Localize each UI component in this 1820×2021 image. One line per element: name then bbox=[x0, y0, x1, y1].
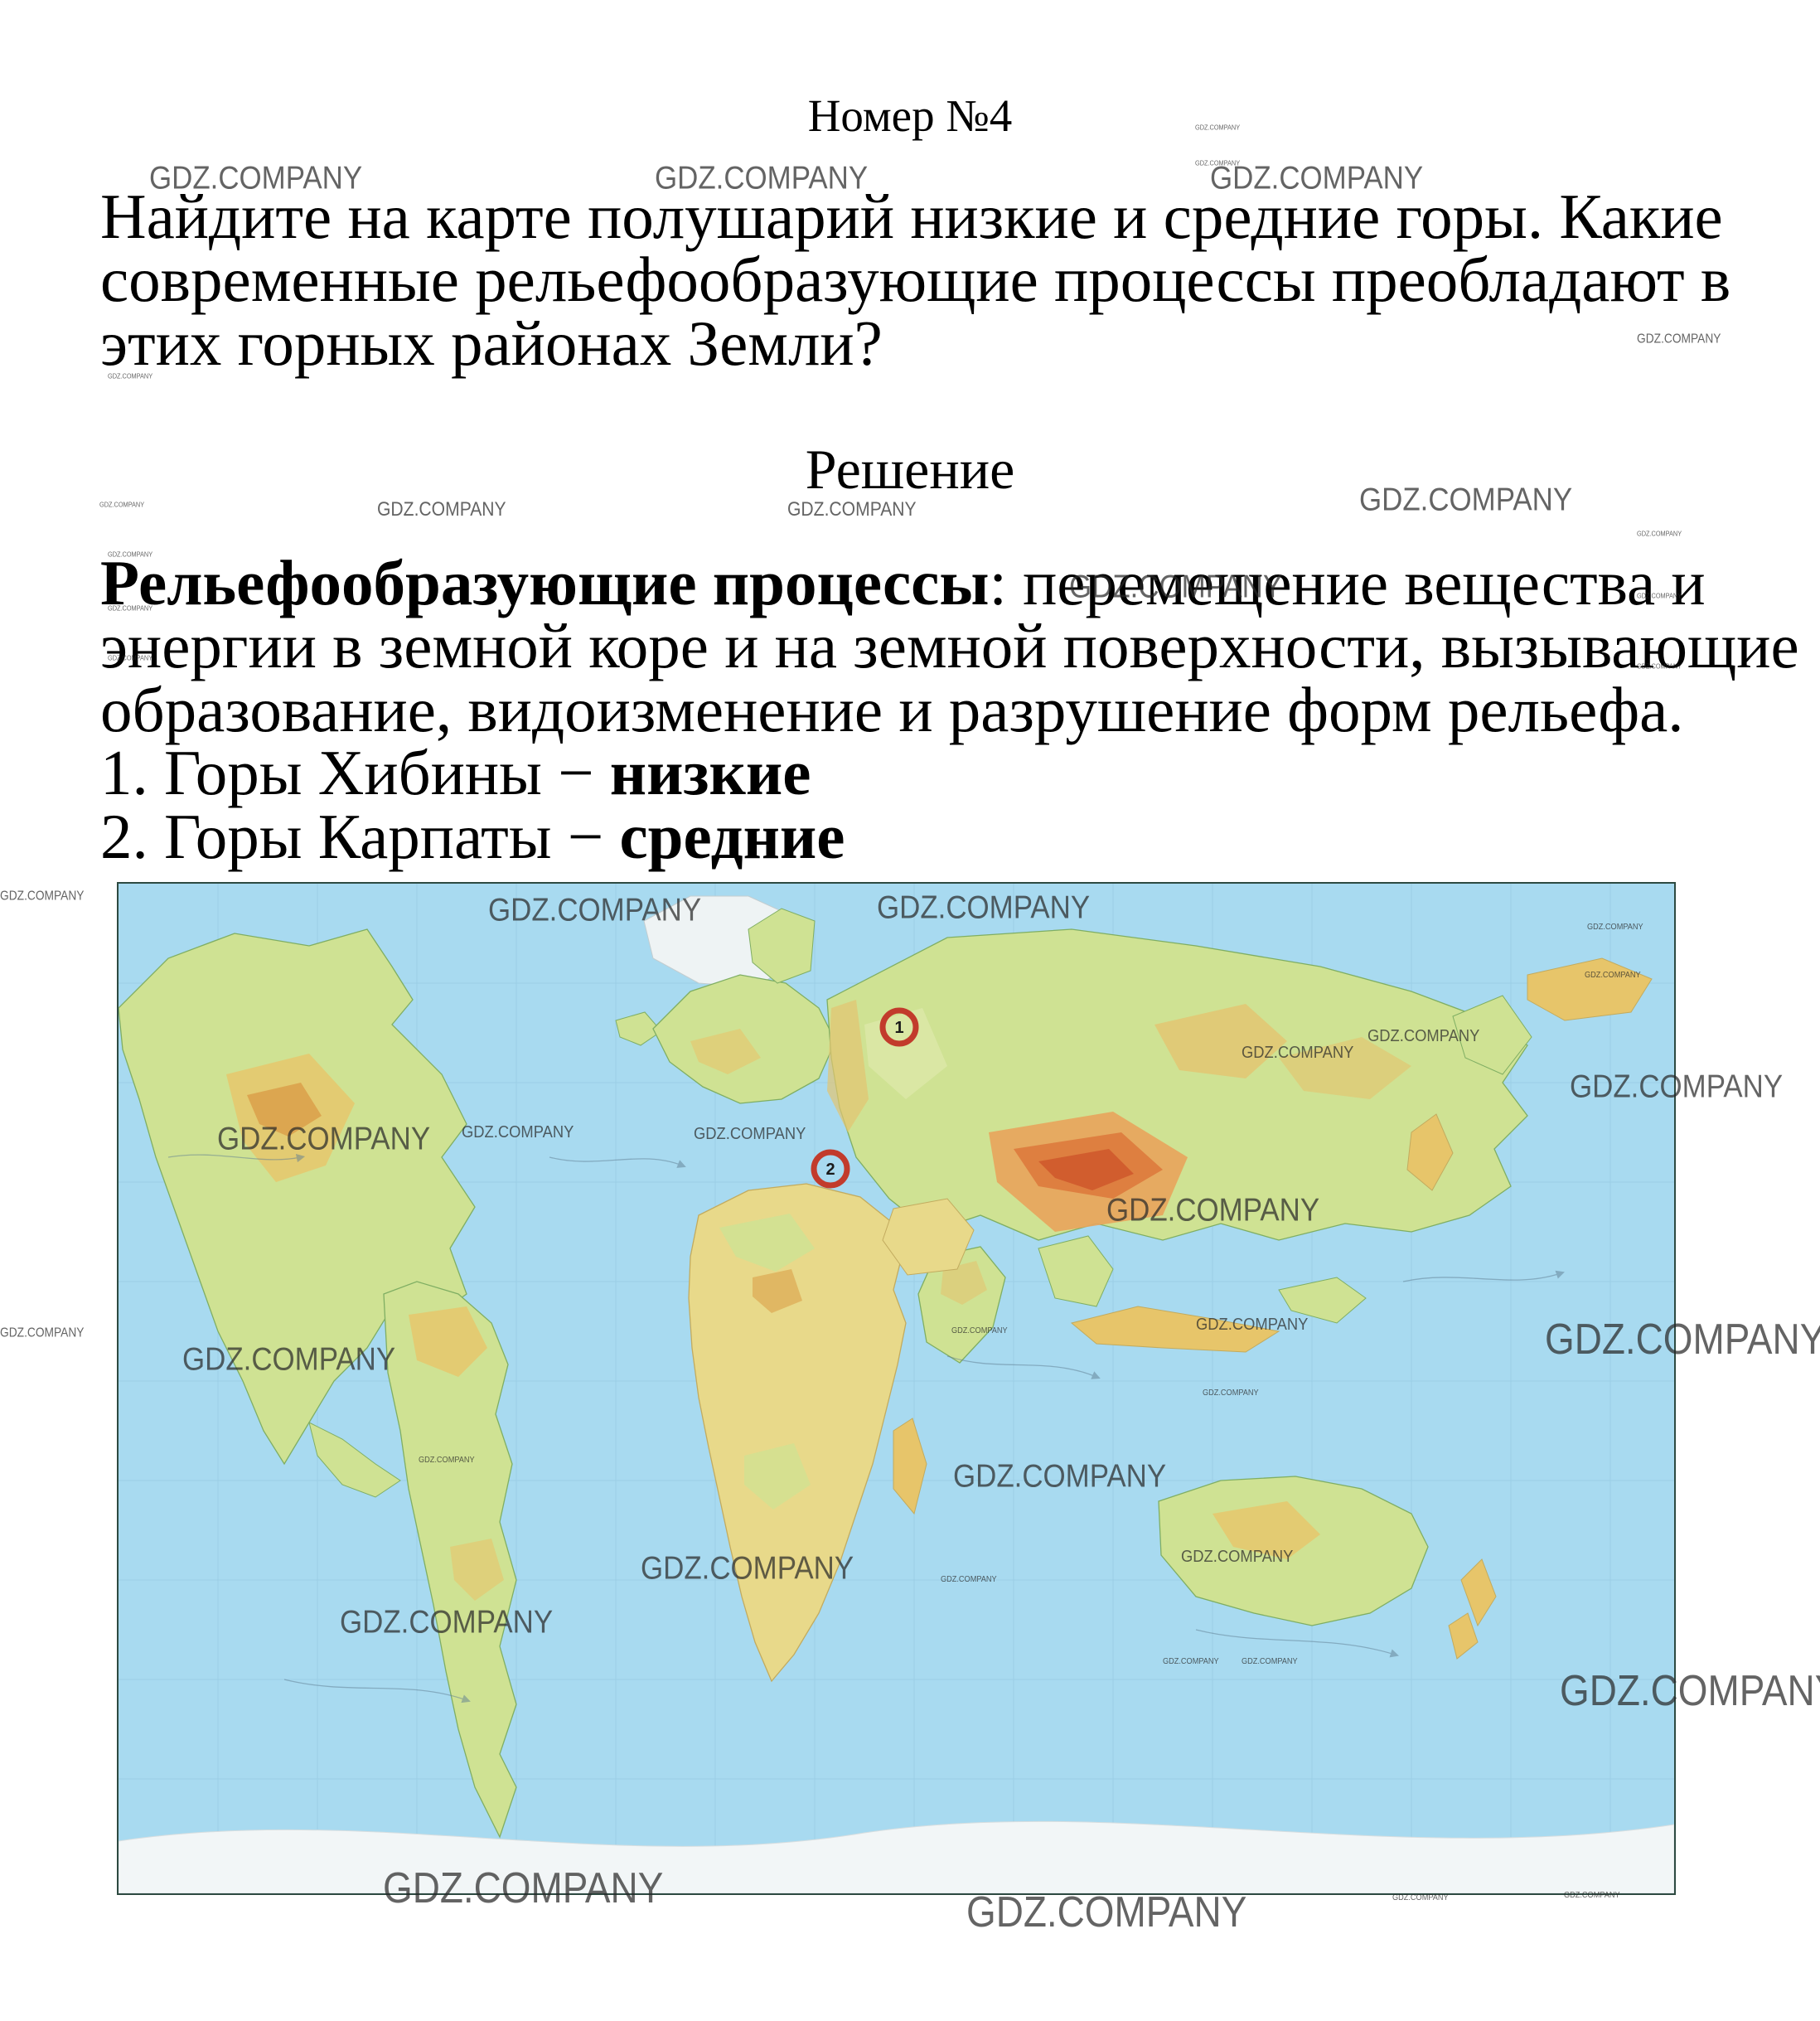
svg-text:2: 2 bbox=[825, 1161, 835, 1179]
svg-text:1: 1 bbox=[894, 1019, 903, 1037]
